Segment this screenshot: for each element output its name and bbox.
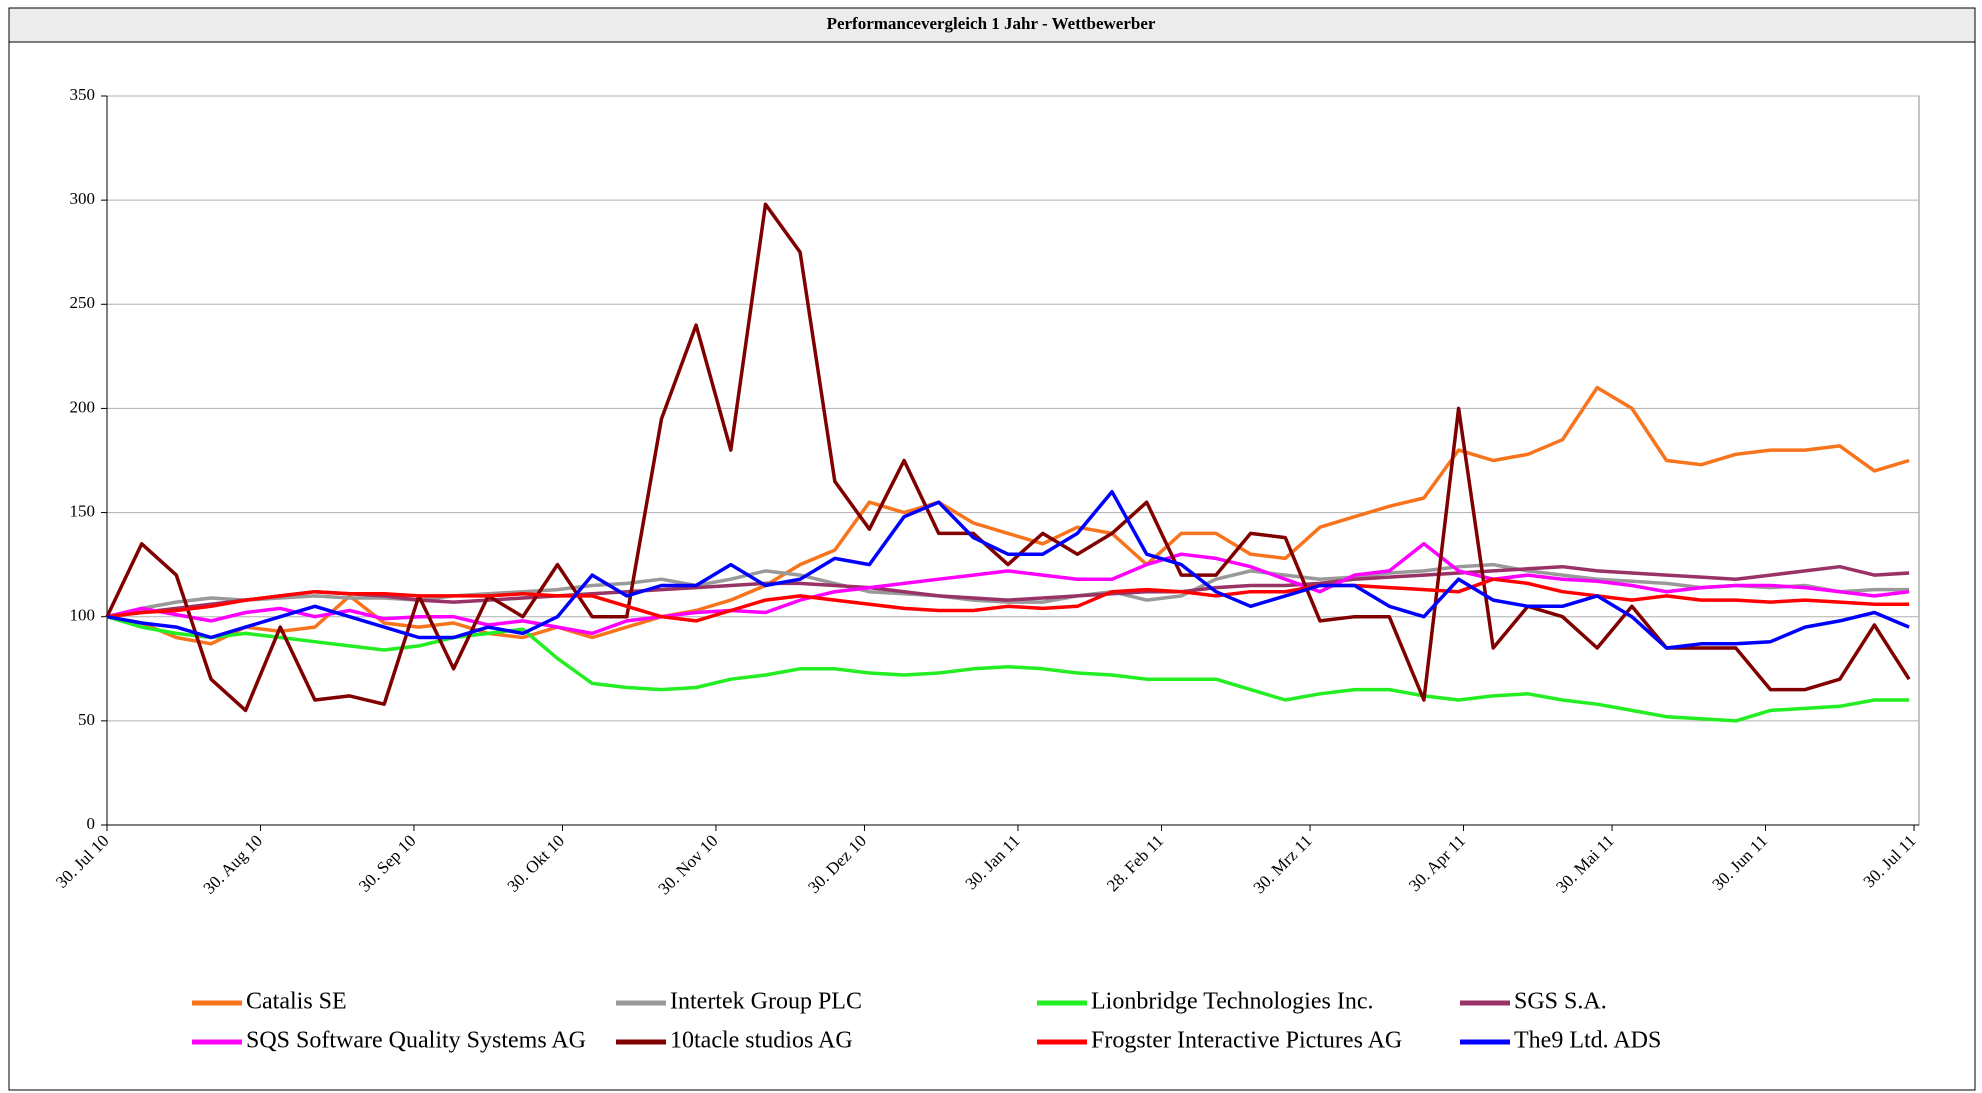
legend-label: Intertek Group PLC	[670, 989, 862, 1015]
y-tick-label: 200	[70, 397, 96, 416]
legend-label: SQS Software Quality Systems AG	[246, 1028, 586, 1054]
series-line	[106, 542, 1910, 636]
title-bar	[8, 7, 1976, 43]
y-tick-label: 100	[70, 606, 96, 625]
series-line	[106, 577, 1910, 623]
series-line	[106, 564, 1910, 619]
legend-label: SGS S.A.	[1514, 989, 1607, 1015]
legend-label: Lionbridge Technologies Inc.	[1091, 989, 1373, 1015]
chart-title: Performancevergleich 1 Jahr - Wettbewerb…	[827, 14, 1156, 33]
chart-frame	[8, 41, 1976, 1091]
legend-label: Frogster Interactive Pictures AG	[1091, 1028, 1402, 1054]
legend-label: Catalis SE	[246, 989, 347, 1015]
series-line	[106, 615, 1910, 723]
y-tick-label: 300	[70, 189, 96, 208]
series-line	[106, 385, 1910, 646]
y-tick-label: 250	[70, 293, 96, 312]
series-line	[105, 202, 1911, 713]
legend-label: 10tacle studios AG	[670, 1028, 853, 1054]
legend-label: The9 Ltd. ADS	[1514, 1028, 1661, 1054]
y-tick-label: 350	[70, 85, 96, 104]
series-line	[106, 489, 1910, 650]
y-tick-label: 50	[78, 710, 95, 729]
y-tick-label: 150	[70, 501, 96, 520]
y-tick-label: 0	[87, 814, 96, 833]
